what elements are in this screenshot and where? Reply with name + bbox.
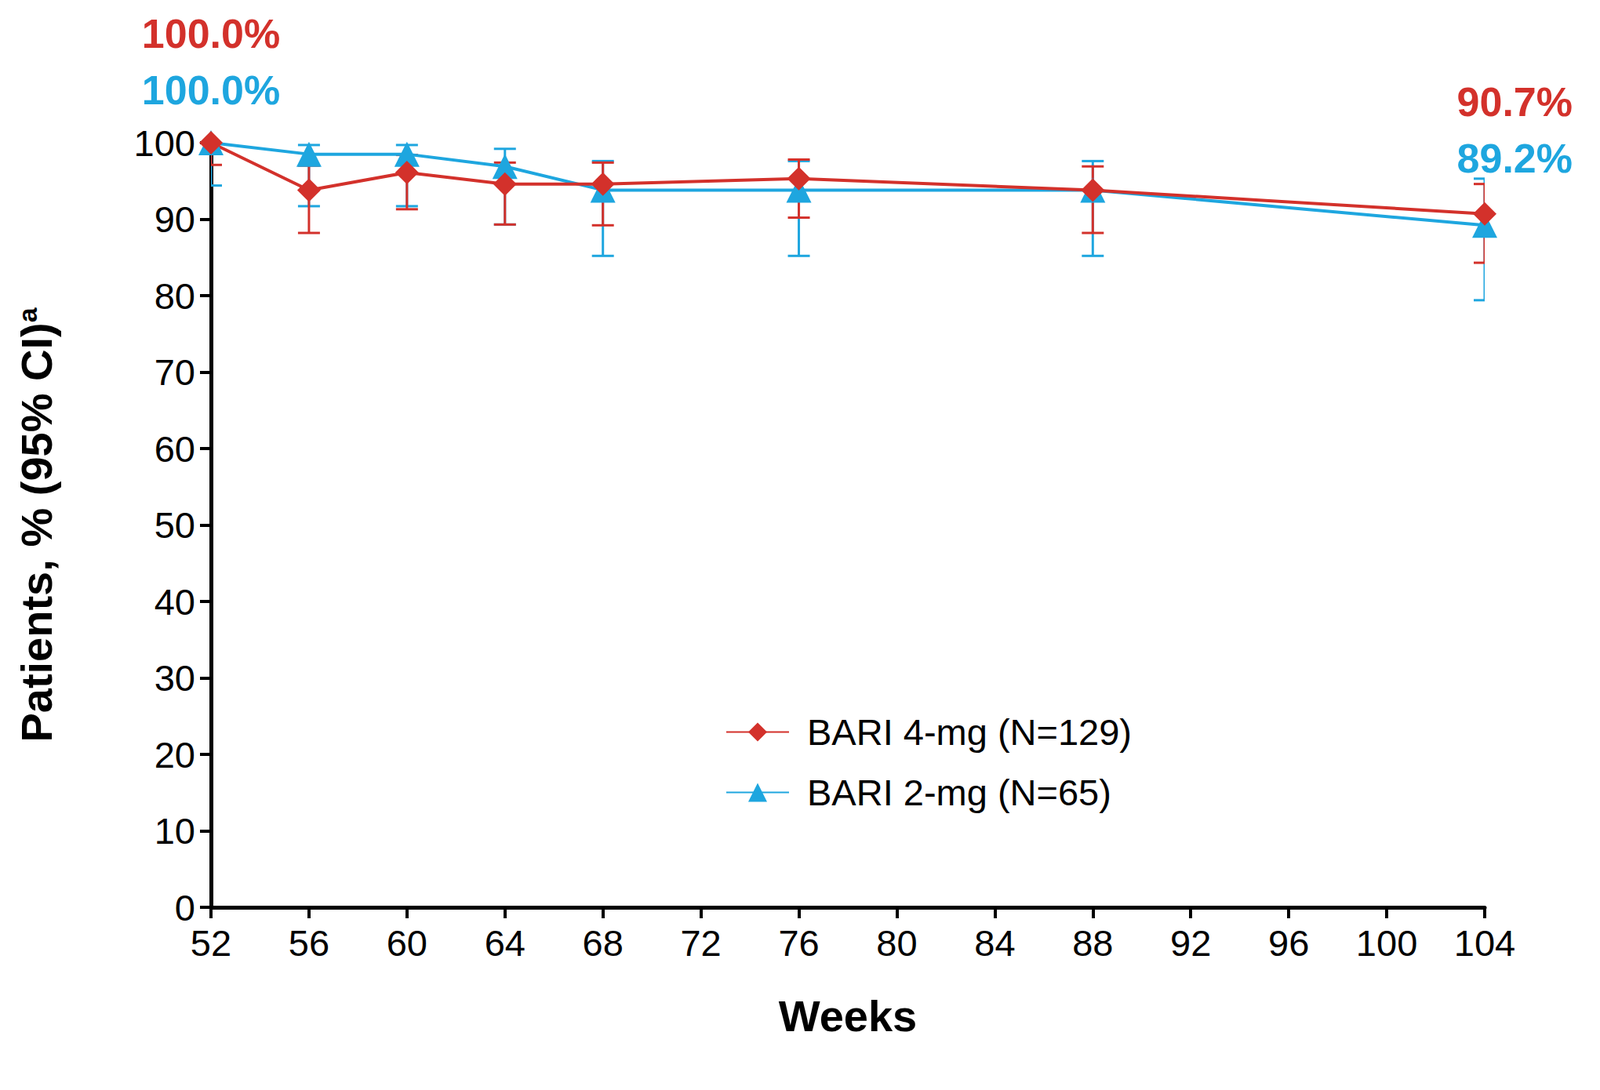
svg-text:30: 30 xyxy=(154,657,196,699)
svg-text:90.7%: 90.7% xyxy=(1457,79,1573,125)
svg-text:68: 68 xyxy=(582,922,624,964)
svg-text:100.0%: 100.0% xyxy=(141,10,280,57)
svg-text:72: 72 xyxy=(680,922,721,964)
svg-text:BARI 2-mg (N=65): BARI 2-mg (N=65) xyxy=(807,771,1112,814)
svg-text:0: 0 xyxy=(174,886,196,929)
svg-text:89.2%: 89.2% xyxy=(1457,135,1573,182)
svg-text:92: 92 xyxy=(1170,922,1211,964)
svg-text:100.0%: 100.0% xyxy=(141,67,280,113)
svg-text:96: 96 xyxy=(1268,922,1310,964)
svg-text:88: 88 xyxy=(1072,922,1113,964)
svg-text:a: a xyxy=(12,306,43,323)
svg-text:104: 104 xyxy=(1454,922,1516,964)
svg-text:20: 20 xyxy=(154,734,196,776)
svg-text:80: 80 xyxy=(154,275,196,317)
svg-text:76: 76 xyxy=(778,922,819,964)
svg-text:Patients, % (95% CI): Patients, % (95% CI) xyxy=(11,322,62,742)
svg-text:40: 40 xyxy=(154,581,196,623)
svg-text:90: 90 xyxy=(154,198,196,240)
svg-text:60: 60 xyxy=(154,428,196,470)
svg-text:60: 60 xyxy=(386,922,428,964)
svg-text:84: 84 xyxy=(974,922,1015,964)
svg-text:64: 64 xyxy=(484,922,526,964)
svg-text:100: 100 xyxy=(1356,922,1418,964)
svg-text:10: 10 xyxy=(154,810,196,852)
svg-text:50: 50 xyxy=(154,504,196,546)
svg-text:70: 70 xyxy=(154,351,196,393)
svg-text:100: 100 xyxy=(134,122,196,164)
svg-text:Weeks: Weeks xyxy=(778,991,917,1041)
svg-text:80: 80 xyxy=(876,922,917,964)
svg-text:56: 56 xyxy=(288,922,330,964)
svg-text:BARI 4-mg (N=129): BARI 4-mg (N=129) xyxy=(807,711,1132,753)
svg-text:52: 52 xyxy=(190,922,232,964)
